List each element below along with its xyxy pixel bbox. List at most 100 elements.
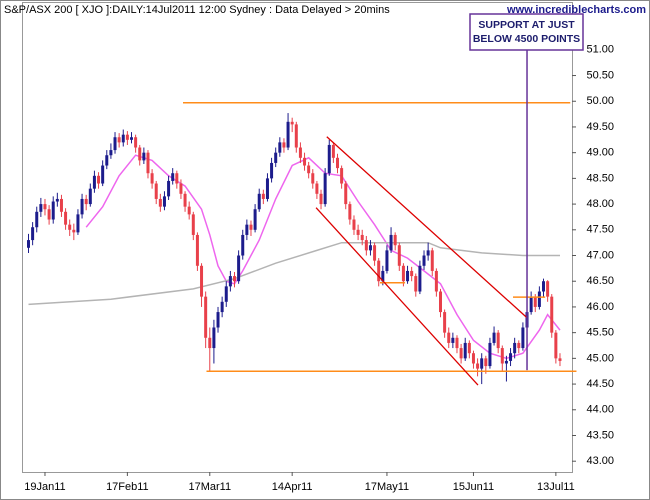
y-tick-label: 48.50 [586,172,614,184]
candle-body [484,358,488,367]
candle-body [307,165,311,174]
y-tick-label: 48.00 [586,198,614,210]
candle-body [509,353,513,361]
candle-body [476,363,480,369]
candle-body [208,337,212,349]
candle-body [496,332,500,349]
candle-body [459,348,463,359]
candle-body [39,204,43,212]
candle-body [340,168,344,184]
candle-body [265,178,269,199]
y-tick-label: 44.00 [586,404,614,416]
candle-body [158,198,162,207]
candle-body [298,147,302,158]
candle-body [533,296,537,307]
candle-body [352,219,356,230]
y-tick-label: 47.00 [586,249,614,261]
candle-body [105,155,109,166]
candle-body [500,348,504,364]
y-tick-label: 49.50 [586,121,614,133]
candle-body [270,162,274,179]
annotation-text: SUPPORT AT JUST [478,19,575,31]
candle-body [76,214,80,233]
candle-body [290,121,294,125]
candle-body [344,183,348,205]
x-tick-label: 19Jan11 [24,481,65,493]
candle-body [430,250,434,271]
candle-body [336,157,339,169]
x-tick-label: 15Jun11 [453,481,494,493]
candle-body [257,193,261,210]
candle-body [364,240,368,251]
candle-body [109,150,113,156]
candle-body [117,137,121,143]
candle-body [64,211,68,225]
candle-body [274,152,278,163]
candle-body [311,173,315,184]
y-tick-label: 43.00 [586,455,614,467]
candle-body [175,173,179,184]
candle-body [401,265,405,282]
candle-body [179,183,183,194]
candle-body [249,224,253,230]
candle-body [443,312,447,333]
candle-body [171,173,175,181]
candle-body [43,204,47,210]
candle-body [220,301,224,313]
candle-body [130,137,133,140]
candle-body [377,260,381,282]
candle-body [373,245,377,261]
candle-body [162,196,166,207]
y-tick-label: 46.50 [586,275,614,287]
candle-body [480,358,484,369]
candle-body [125,134,129,140]
candle-body [55,198,59,202]
y-tick-label: 50.00 [586,95,614,107]
y-tick-label: 45.50 [586,327,614,339]
candle-body [455,337,459,349]
candle-body [422,255,426,266]
candle-body [451,337,455,343]
candle-body [463,342,467,359]
candle-body [72,229,76,233]
candle-body [368,245,372,251]
candle-body [101,165,105,184]
y-tick-label: 44.50 [586,378,614,390]
candle-body [97,175,101,184]
candle-body [529,296,533,313]
candle-body [331,144,335,158]
x-tick-label: 17Mar11 [188,481,231,493]
candle-body [389,234,393,251]
candle-body [550,296,554,333]
candle-body [92,175,96,189]
annotation-text: BELOW 4500 POINTS [473,33,580,45]
candle-body [154,183,158,199]
candle-body [224,286,228,302]
candle-body [88,188,92,205]
candle-body [554,332,558,359]
candle-body [47,209,51,220]
candle-body [381,270,385,282]
candle-body [187,206,191,215]
candle-body [200,265,204,297]
candle-body [513,342,517,354]
trend-channel [315,207,479,386]
y-tick-label: 43.50 [586,429,614,441]
candle-body [521,327,525,349]
candle-body [142,152,146,161]
candle-body [183,193,187,207]
candle-body [278,142,282,153]
candle-body [204,296,208,338]
candle-body [294,124,298,148]
candle-body [134,137,138,148]
candle-body [261,193,265,199]
x-tick-label: 14Apr11 [272,481,313,493]
candle-body [51,201,55,220]
candle-body [426,250,430,256]
candle-body [323,173,327,205]
candle-body [121,134,125,143]
candle-body [212,327,216,349]
candle-body [546,281,550,297]
